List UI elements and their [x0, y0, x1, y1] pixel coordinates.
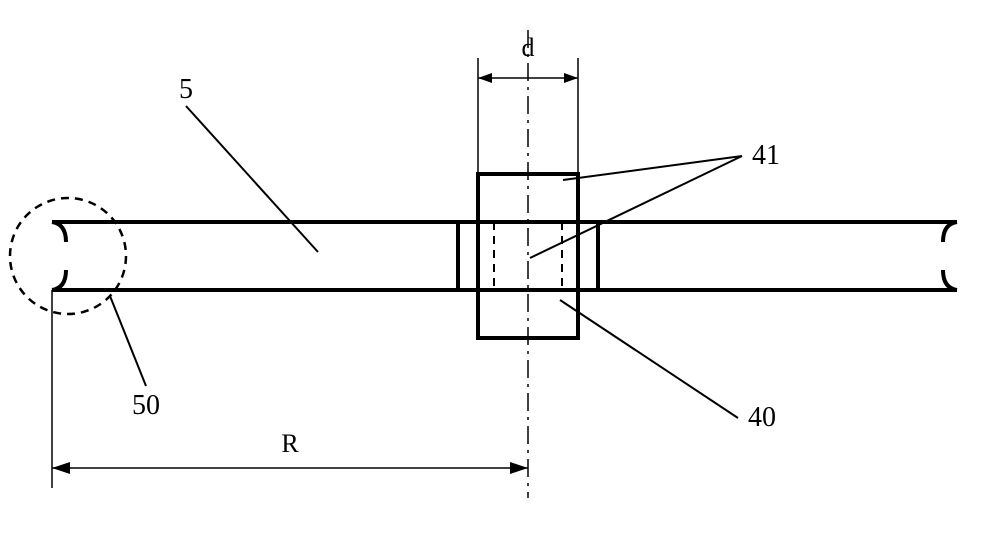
label-41: 41	[752, 140, 780, 171]
leader-50	[110, 296, 146, 386]
label-40: 40	[748, 402, 776, 433]
arrowhead	[478, 73, 492, 83]
detail-circle-50	[10, 198, 126, 314]
dim-R-label: R	[281, 429, 299, 458]
arrowhead	[52, 462, 70, 474]
leader-40	[560, 300, 738, 418]
arrowhead	[564, 73, 578, 83]
leader-5	[186, 106, 318, 252]
arrowhead	[510, 462, 528, 474]
dim-d-label: d	[522, 33, 535, 62]
label-50: 50	[132, 390, 160, 421]
label-5: 5	[179, 74, 193, 105]
